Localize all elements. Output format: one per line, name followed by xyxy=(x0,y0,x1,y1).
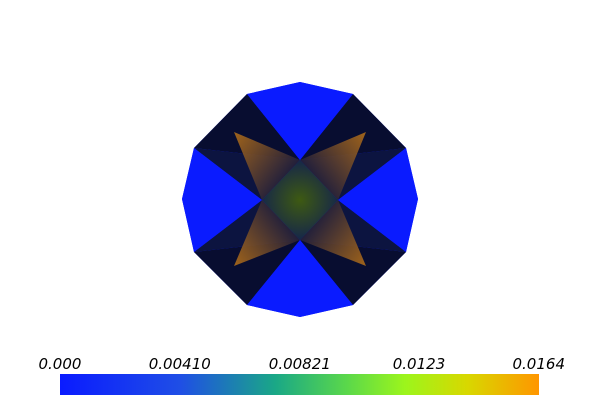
render-viewport[interactable] xyxy=(0,0,600,345)
mesh-face-right xyxy=(338,148,418,252)
mesh-face-sw xyxy=(194,240,300,305)
mesh-render xyxy=(182,82,418,317)
mesh-face-top xyxy=(247,82,353,160)
colorbar-gradient xyxy=(60,374,539,395)
colorbar-tick-label: 0.0123 xyxy=(392,355,446,373)
mesh-center-diamond xyxy=(262,160,338,240)
mesh-glow-sw xyxy=(234,200,300,266)
colorbar-tick-label: 0.00410 xyxy=(148,355,211,373)
mesh-glow-ne xyxy=(300,132,366,200)
mesh-glow-se xyxy=(300,200,366,266)
colorbar-tick-label: 0.000 xyxy=(38,355,82,373)
colorbar-tick-label: 0.0164 xyxy=(512,355,566,373)
mesh-face-bottom xyxy=(247,240,353,317)
colorbar-tick-label: 0.00821 xyxy=(268,355,331,373)
mesh-face-left xyxy=(182,148,262,252)
mesh-face-se xyxy=(300,240,406,305)
mesh-face-nw xyxy=(194,94,300,160)
mesh-glow-nw xyxy=(234,132,300,200)
mesh-face-ne xyxy=(300,94,406,160)
colorbar-legend: 0.000 0.00410 0.00821 0.0123 0.0164 xyxy=(0,345,600,400)
